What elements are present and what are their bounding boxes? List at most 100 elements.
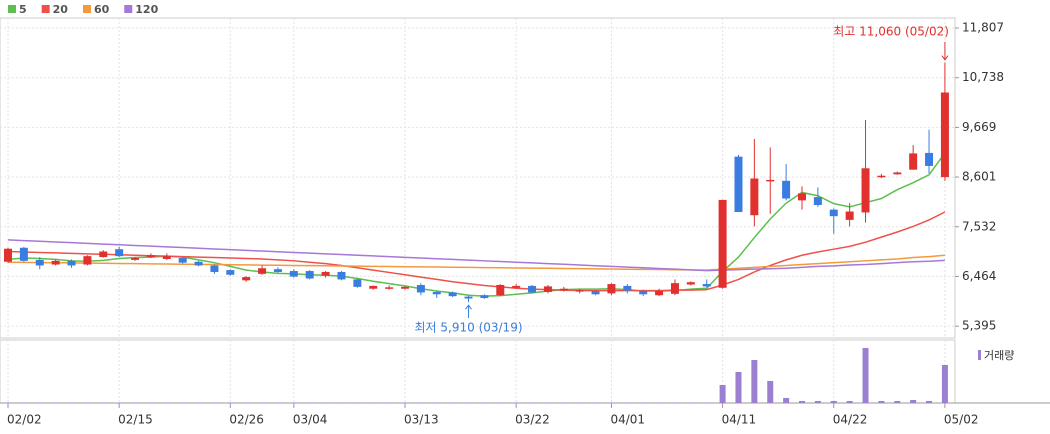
candle-body	[67, 260, 76, 266]
volume-bar	[497, 402, 504, 403]
x-tick-label: 03/04	[293, 413, 328, 427]
y-tick-label: 5,395	[962, 319, 996, 333]
y-tick-label: 6,464	[962, 269, 996, 283]
candle-body	[686, 282, 695, 285]
volume-bar	[322, 402, 329, 403]
volume-bar	[259, 402, 266, 403]
volume-bar	[116, 402, 123, 403]
annotation-arrowhead	[941, 55, 949, 61]
y-tick-label: 7,532	[962, 219, 996, 233]
volume-bar	[751, 360, 758, 403]
candle-body	[178, 258, 187, 263]
ma-line	[7, 239, 945, 272]
legend-swatch	[41, 5, 50, 13]
legend-label: 120	[135, 3, 158, 16]
volume-bar	[306, 402, 313, 403]
candle-body	[734, 156, 743, 212]
volume-bar	[227, 402, 234, 403]
candle-body	[19, 247, 28, 261]
candle-body	[829, 209, 838, 217]
candle-body	[607, 284, 616, 294]
candle-body	[131, 258, 140, 260]
legend-label: 20	[53, 3, 69, 16]
candle-body	[750, 178, 759, 216]
volume-bar	[370, 402, 377, 403]
volume-bar	[878, 401, 885, 403]
candle-body	[813, 197, 822, 206]
volume-bar	[544, 402, 551, 403]
candle-body	[448, 292, 457, 297]
candle-body	[670, 283, 679, 294]
candle-body	[559, 288, 568, 291]
x-tick-label: 03/22	[515, 413, 550, 427]
y-tick-label: 9,669	[962, 120, 996, 134]
legend-label: 거래량	[984, 349, 1014, 362]
volume-bar	[417, 402, 424, 403]
candle-body	[623, 285, 632, 291]
volume-bar	[465, 402, 472, 403]
volume-bar	[799, 401, 805, 403]
volume-bar	[5, 402, 11, 403]
candle-body	[242, 277, 251, 281]
annotation-arrowhead	[465, 304, 472, 310]
volume-bar	[671, 402, 678, 403]
y-tick-label: 11,807	[962, 20, 1004, 34]
candle-body	[51, 260, 60, 265]
legend-label: 5	[19, 3, 27, 16]
volume-bar	[624, 402, 631, 403]
volume-bar	[36, 402, 43, 403]
candle-body	[766, 179, 775, 182]
volume-bar	[195, 402, 202, 403]
candle-body	[273, 269, 282, 272]
volume-bar	[735, 372, 742, 403]
candle-body	[925, 152, 934, 166]
legend-swatch	[978, 350, 981, 360]
ma-line	[7, 211, 946, 292]
y-tick-label: 8,601	[962, 170, 996, 184]
candle-body	[782, 180, 791, 199]
candle-body	[337, 271, 346, 280]
candle-body	[480, 295, 489, 299]
candle-body	[226, 270, 235, 275]
volume-bar	[449, 402, 456, 403]
volume-bar	[179, 402, 186, 403]
candle-body	[639, 291, 648, 295]
volume-bar	[894, 401, 901, 403]
candle-body	[432, 291, 441, 295]
candle-body	[877, 175, 886, 178]
volume-bar	[132, 402, 139, 403]
volume-bar	[926, 401, 933, 403]
candle-body	[655, 291, 664, 296]
volume-bar	[767, 381, 774, 403]
volume-bar	[147, 402, 154, 403]
candle-body	[321, 271, 330, 276]
candle-body	[893, 172, 902, 175]
volume-bar	[433, 402, 440, 403]
legend-swatch	[82, 5, 91, 13]
volume-bar	[830, 401, 837, 403]
candle-body	[99, 251, 108, 258]
candle-body	[258, 268, 267, 274]
x-tick-label: 04/01	[610, 413, 645, 427]
volume-bar	[529, 402, 536, 403]
volume-bar	[941, 365, 948, 403]
candle-body	[305, 271, 314, 279]
volume-bar	[402, 402, 408, 403]
volume-bar	[20, 402, 27, 403]
volume-bar	[814, 401, 821, 403]
volume-bar	[640, 402, 647, 403]
legend-swatch	[8, 5, 16, 13]
volume-bar	[274, 402, 281, 403]
ma-line	[7, 152, 946, 297]
volume-bar	[608, 402, 615, 403]
candle-body	[496, 284, 505, 296]
candle-body	[83, 256, 92, 265]
volume-bar	[719, 385, 726, 403]
x-tick-label: 02/15	[118, 413, 153, 427]
candle-body	[528, 285, 537, 293]
legend-swatch	[124, 5, 133, 13]
candle-body	[401, 286, 409, 289]
candle-body	[591, 291, 600, 295]
x-tick-label: 04/22	[833, 413, 868, 427]
